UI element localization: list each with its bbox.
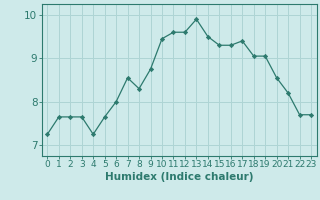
X-axis label: Humidex (Indice chaleur): Humidex (Indice chaleur) xyxy=(105,172,253,182)
